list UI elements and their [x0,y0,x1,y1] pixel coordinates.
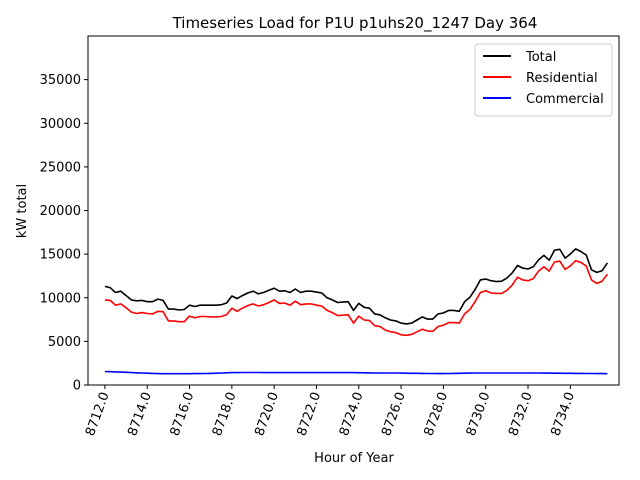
y-axis-ticks: 0 5000 10000 15000 20000 25000 30000 35000 [40,73,88,394]
y-tick-label: 20000 [40,204,81,219]
y-tick-label: 30000 [40,117,81,132]
y-tick-label: 5000 [48,335,81,350]
series-line-total [104,248,609,325]
y-tick-label: 0 [73,379,81,394]
legend-label-residential: Residential [526,71,598,86]
y-tick-label: 25000 [40,160,81,175]
y-tick-label: 15000 [40,248,81,263]
legend: Total Residential Commercial [474,43,613,117]
series-layer [104,248,609,375]
y-tick-label: 10000 [40,291,81,306]
x-axis-label: Hour of Year [314,451,394,466]
plot-frame [87,35,620,386]
y-tick-label: 35000 [40,73,81,88]
chart-title: Timeseries Load for P1U p1uhs20_1247 Day… [172,14,538,33]
series-line-commercial [104,370,608,375]
y-axis-label: kW total [15,184,30,238]
legend-label-total: Total [525,50,556,65]
legend-label-commercial: Commercial [526,92,604,107]
series-line-residential [104,259,609,337]
